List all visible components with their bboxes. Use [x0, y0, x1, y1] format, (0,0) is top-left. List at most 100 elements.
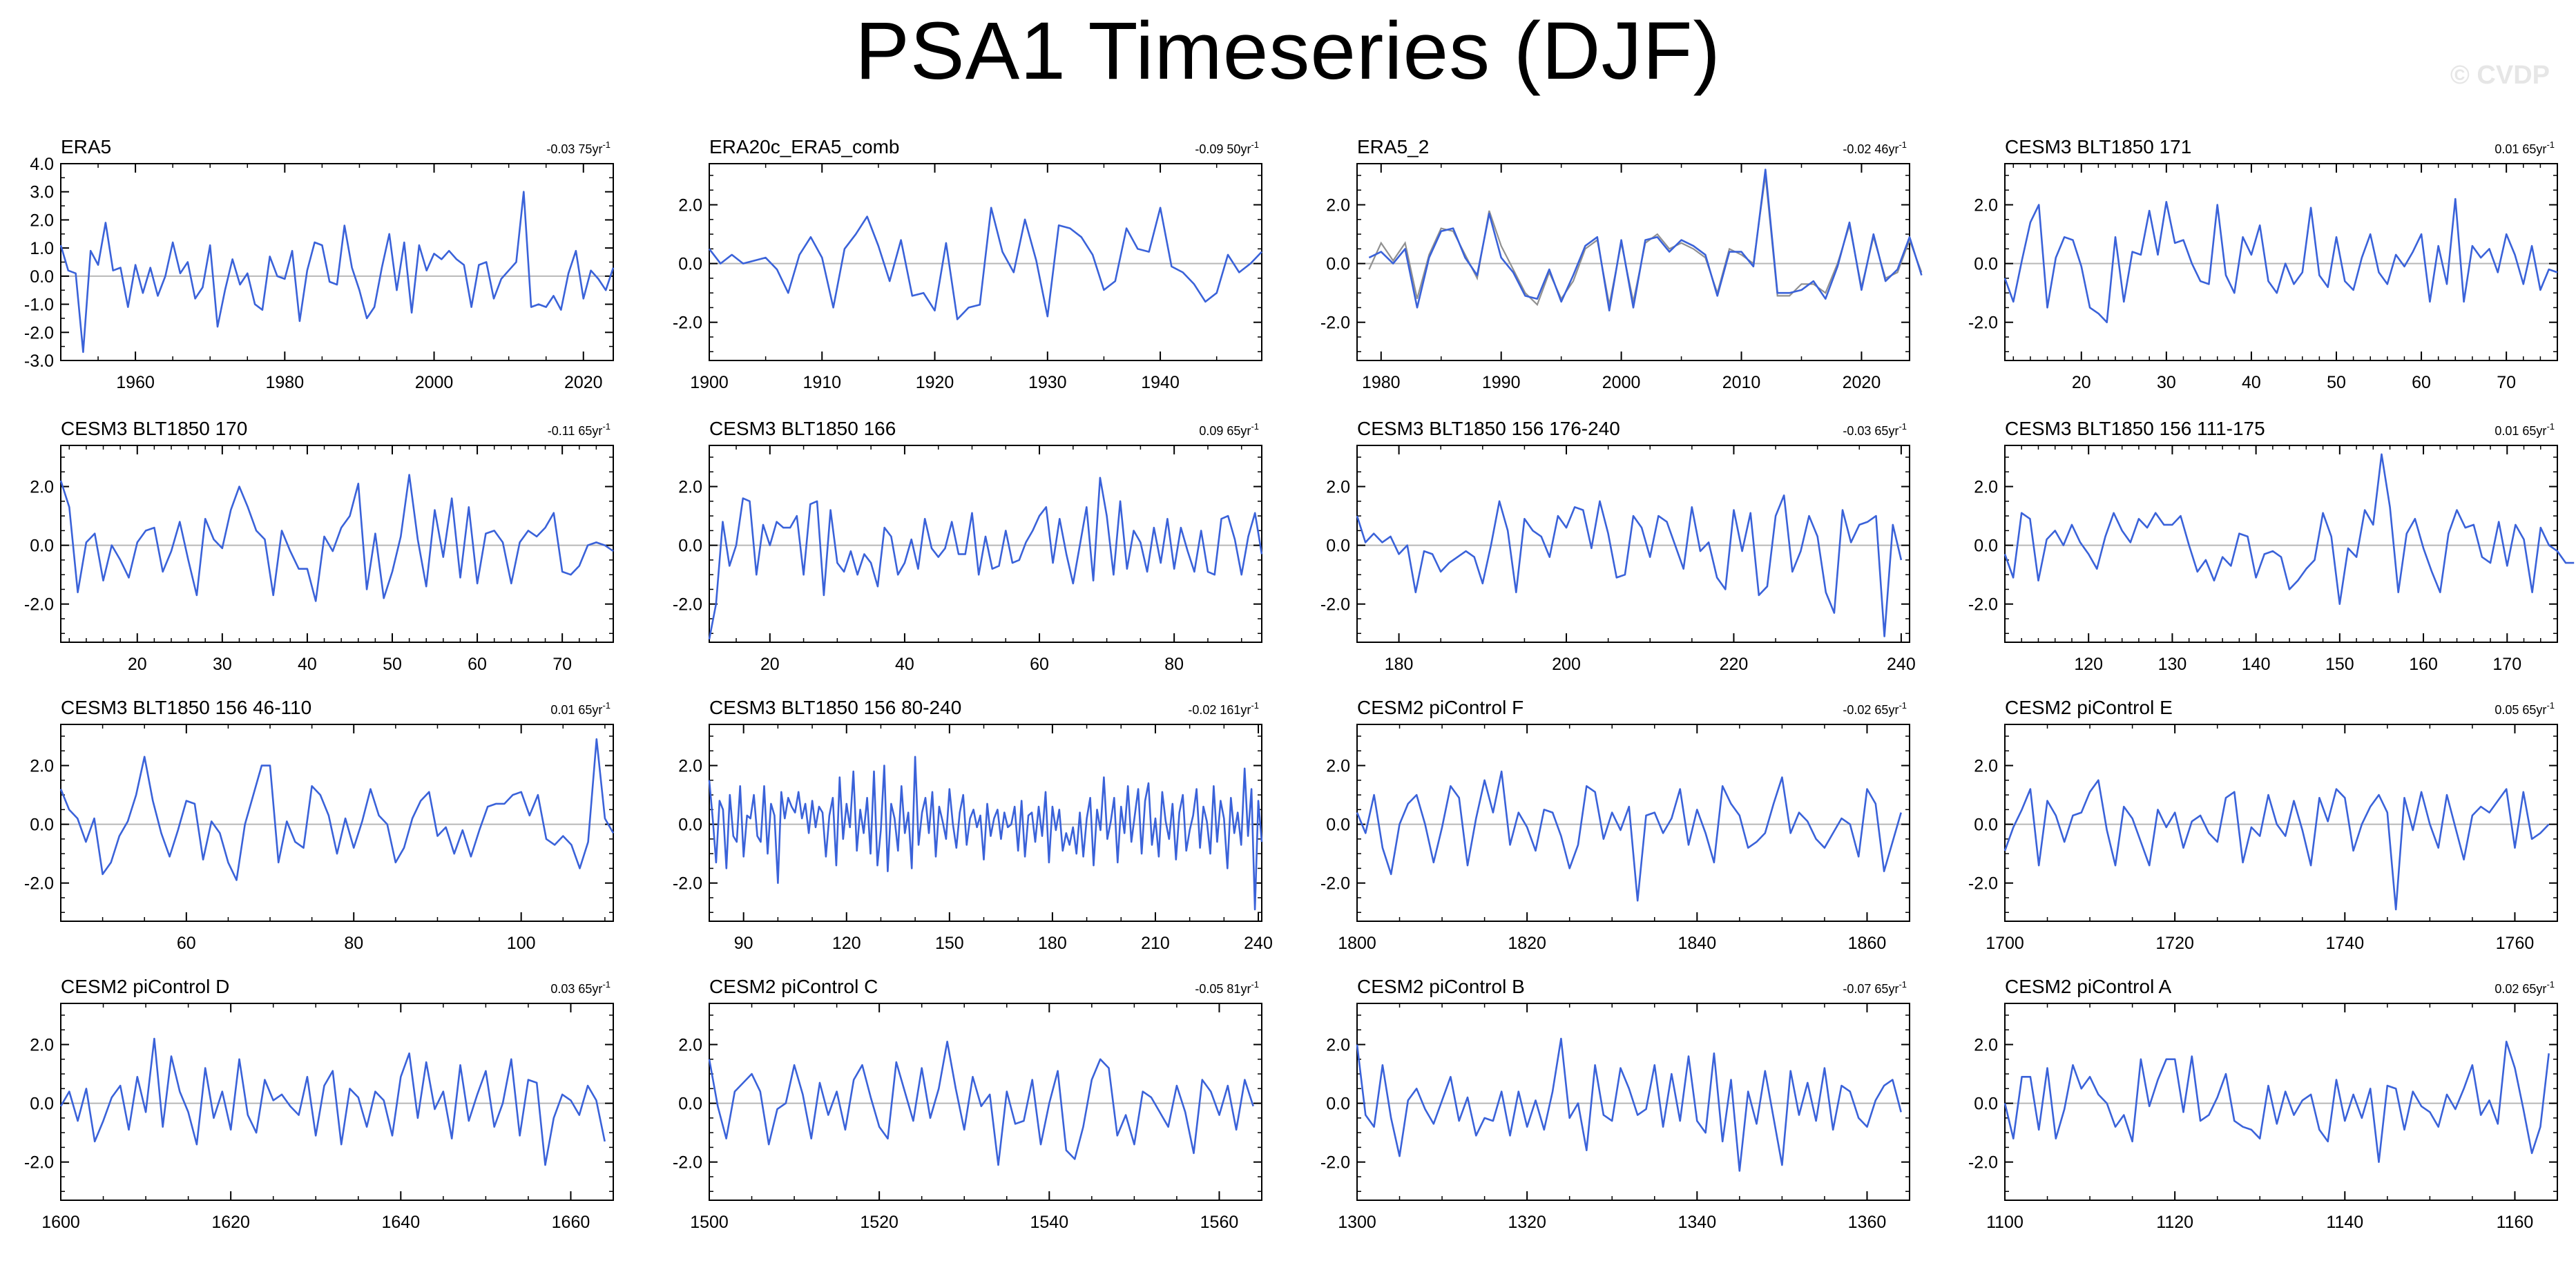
panel-title: CESM3 BLT1850 156 46-110	[61, 697, 311, 718]
y-tick-label: 0.0	[30, 816, 54, 835]
plot-frame	[60, 724, 614, 922]
trend-value: -0.09 50yr	[1195, 142, 1251, 156]
x-tick-label: 1760	[2496, 934, 2535, 953]
x-tick-label: 1860	[1848, 934, 1887, 953]
page-title: PSA1 Timeseries (DJF)	[855, 6, 1721, 97]
x-tick-label: 220	[1720, 655, 1749, 674]
x-tick-label: 1930	[1028, 373, 1067, 392]
y-tick-label: -2.0	[673, 1153, 702, 1173]
y-tick-label: 2.0	[1974, 757, 1998, 776]
y-tick-label: 2.0	[1974, 478, 1998, 497]
x-tick-label: 1700	[1986, 934, 2024, 953]
y-tick-label: 2.0	[30, 211, 54, 230]
x-tick-label: 1740	[2325, 934, 2364, 953]
panel-5: 2.0 0.0 -2.0 20 30 40 50 60 70 CESM3 BLT1850 170 -…	[24, 418, 614, 674]
series-line	[708, 206, 1262, 320]
trend-exponent: -1	[602, 979, 611, 990]
x-tick-label: 30	[2157, 373, 2176, 392]
trend-value: 0.02 65yr	[2495, 982, 2546, 996]
panel-14: 2.0 0.0 -2.0 1500 1520 1540 1560 CESM2 piContro…	[673, 976, 1262, 1232]
plot-frame	[2004, 163, 2558, 361]
x-tick-label: 1620	[211, 1213, 250, 1232]
trend-label: -0.02 46yr-1	[1843, 139, 1907, 156]
x-tick-label: 1980	[266, 373, 305, 392]
panel-title: CESM3 BLT1850 170	[61, 418, 247, 439]
x-tick-label: 1980	[1362, 373, 1401, 392]
y-tick-label: -2.0	[1968, 595, 1998, 615]
y-tick-label: -2.0	[1968, 1153, 1998, 1173]
x-tick-label: 170	[2492, 655, 2521, 674]
y-tick-label: 0.0	[1974, 816, 1998, 835]
plot-frame	[60, 1003, 614, 1201]
trend-label: -0.05 81yr-1	[1195, 979, 1259, 996]
y-tick-label: -2.0	[1320, 314, 1350, 333]
x-tick-label: 30	[213, 655, 232, 674]
trend-exponent: -1	[602, 700, 611, 711]
panel-title: CESM3 BLT1850 171	[2005, 136, 2191, 157]
series-line	[708, 755, 1263, 911]
x-tick-label: 120	[832, 934, 861, 953]
panel-12: 2.0 0.0 -2.0 1700 1720 1740 1760 CESM2 piContro…	[1968, 697, 2558, 953]
y-tick-label: -2.0	[24, 323, 54, 343]
series-line	[2003, 198, 2558, 324]
x-tick-label: 60	[177, 934, 196, 953]
panel-8: 2.0 0.0 -2.0 120 130 140 150 160 170 CESM3 BLT185…	[1968, 418, 2575, 674]
series-line	[1356, 494, 1903, 637]
y-tick-label: 2.0	[678, 757, 702, 776]
trend-exponent: -1	[1899, 421, 1907, 432]
plot-frame	[709, 445, 1262, 643]
y-tick-label: 0.0	[30, 267, 54, 287]
series-line	[1368, 169, 1923, 312]
x-tick-label: 240	[1244, 934, 1273, 953]
y-tick-label: 2.0	[1326, 1036, 1350, 1055]
panel-9: 2.0 0.0 -2.0 60 80 100 CESM3 BLT1850 156 46-11…	[24, 697, 615, 953]
y-tick-label: 0.0	[1974, 1095, 1998, 1114]
x-tick-label: 160	[2409, 655, 2438, 674]
x-tick-label: 2000	[415, 373, 454, 392]
trend-label: 0.03 65yr-1	[550, 979, 611, 996]
x-tick-label: 130	[2158, 655, 2187, 674]
y-tick-label: -2.0	[1320, 874, 1350, 894]
x-tick-label: 200	[1552, 655, 1581, 674]
trend-value: 0.03 65yr	[550, 982, 602, 996]
plot-frame	[1356, 445, 1910, 643]
series-line	[1356, 770, 1902, 902]
y-tick-label: 2.0	[678, 478, 702, 497]
x-tick-label: 240	[1887, 655, 1916, 674]
y-tick-label: -2.0	[673, 314, 702, 333]
y-tick-label: -2.0	[24, 595, 54, 615]
trend-value: 0.09 65yr	[1199, 424, 1251, 438]
x-tick-label: 1320	[1508, 1213, 1546, 1232]
plot-frame	[709, 724, 1262, 922]
trend-exponent: -1	[1251, 979, 1259, 990]
y-tick-label: 0.0	[30, 537, 54, 556]
trend-exponent: -1	[1251, 700, 1259, 711]
panel-title: ERA20c_ERA5_comb	[709, 136, 899, 157]
trend-value: 0.01 65yr	[550, 703, 602, 717]
panel-3: 2.0 0.0 -2.0 1980 1990 2000 2010 2020 ERA5_2 -0.0…	[1320, 136, 1923, 392]
x-tick-label: 1640	[381, 1213, 420, 1232]
x-tick-label: 1100	[1986, 1213, 2024, 1232]
trend-exponent: -1	[2546, 421, 2555, 432]
panel-title: CESM2 piControl D	[61, 976, 229, 997]
y-tick-label: 0.0	[678, 537, 702, 556]
series-line	[2003, 453, 2575, 606]
y-tick-label: 2.0	[1326, 478, 1350, 497]
trend-value: -0.11 65yr	[548, 424, 603, 438]
trend-label: 0.02 65yr-1	[2495, 979, 2555, 996]
y-tick-label: -2.0	[24, 874, 54, 894]
series-line	[2003, 1041, 2550, 1163]
cvdp-watermark: © CVDP	[2450, 61, 2550, 90]
trend-label: -0.09 50yr-1	[1195, 139, 1259, 156]
panel-title: CESM3 BLT1850 156 176-240	[1357, 418, 1620, 439]
y-tick-label: 0.0	[1326, 816, 1350, 835]
trend-value: -0.05 81yr	[1195, 982, 1251, 996]
trend-label: 0.01 65yr-1	[550, 700, 611, 717]
x-tick-label: 180	[1038, 934, 1067, 953]
trend-exponent: -1	[1899, 979, 1907, 990]
panel-title: CESM2 piControl E	[2005, 697, 2173, 718]
x-tick-label: 50	[2327, 373, 2346, 392]
y-tick-label: 0.0	[678, 1095, 702, 1114]
